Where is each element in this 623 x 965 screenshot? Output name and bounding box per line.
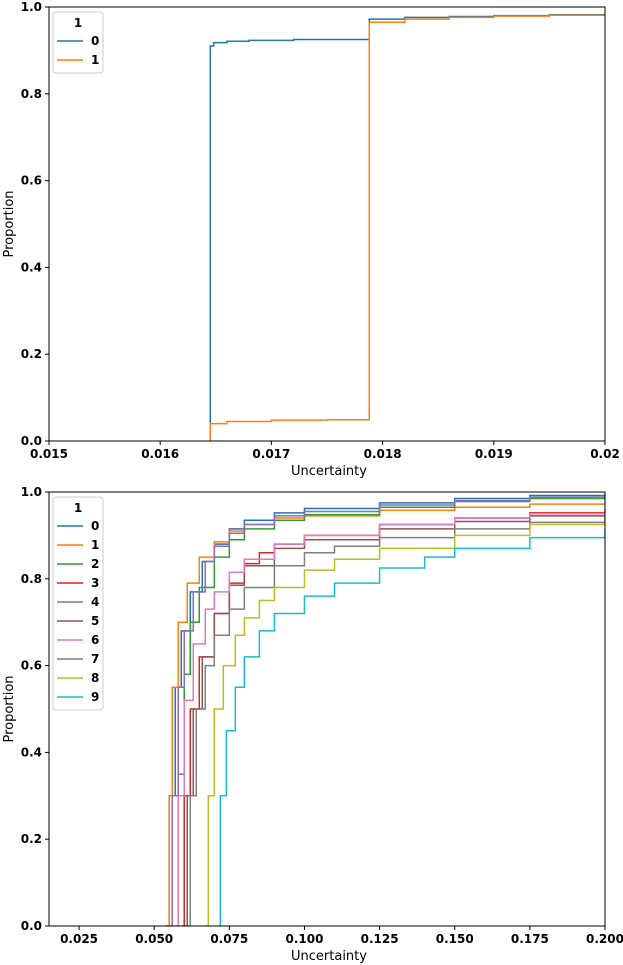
series-line-5 bbox=[184, 511, 605, 926]
x-tick-label: 0.175 bbox=[511, 932, 549, 946]
y-tick-label: 0.6 bbox=[21, 174, 42, 188]
legend-label-5: 5 bbox=[91, 614, 99, 628]
y-tick-label: 0.4 bbox=[21, 260, 42, 274]
legend-label-0: 0 bbox=[91, 34, 99, 48]
legend-label-4: 4 bbox=[91, 595, 99, 609]
legend-label-2: 2 bbox=[91, 557, 99, 571]
series-line-1 bbox=[209, 14, 605, 441]
y-axis-label: Proportion bbox=[2, 675, 17, 742]
legend-label-7: 7 bbox=[91, 652, 99, 666]
series-group bbox=[166, 494, 605, 926]
x-tick-label: 0.02 bbox=[590, 447, 620, 461]
legend: 101 bbox=[52, 11, 104, 74]
series-line-4 bbox=[169, 495, 605, 926]
y-tick-label: 0.8 bbox=[21, 572, 42, 586]
x-tick-label: 0.050 bbox=[135, 932, 173, 946]
y-tick-label: 0.4 bbox=[21, 745, 42, 759]
y-tick-label: 1.0 bbox=[21, 0, 42, 14]
series-line-0 bbox=[209, 14, 605, 441]
legend-label-8: 8 bbox=[91, 671, 99, 685]
x-tick-label: 0.075 bbox=[210, 932, 248, 946]
y-tick-label: 0.2 bbox=[21, 832, 42, 846]
plot-frame bbox=[48, 6, 606, 442]
x-tick-label: 0.125 bbox=[361, 932, 399, 946]
series-line-8 bbox=[205, 518, 605, 926]
legend-title: 1 bbox=[74, 501, 82, 515]
y-tick-label: 0.8 bbox=[21, 87, 42, 101]
x-tick-label: 0.018 bbox=[364, 447, 402, 461]
series-line-7 bbox=[187, 518, 605, 926]
x-tick-label: 0.016 bbox=[141, 447, 179, 461]
y-axis-label: Proportion bbox=[2, 190, 17, 257]
x-tick-label: 0.015 bbox=[30, 447, 68, 461]
x-tick-label: 0.019 bbox=[475, 447, 513, 461]
legend-label-6: 6 bbox=[91, 633, 99, 647]
legend-label-0: 0 bbox=[91, 519, 99, 533]
x-tick-label: 0.150 bbox=[436, 932, 474, 946]
x-axis-label: Uncertainty bbox=[291, 464, 367, 479]
series-group bbox=[209, 14, 605, 441]
legend-label-9: 9 bbox=[91, 690, 99, 704]
x-tick-label: 0.200 bbox=[586, 932, 623, 946]
series-line-1 bbox=[166, 501, 605, 926]
plot-frame bbox=[48, 491, 606, 927]
x-axis-label: Uncertainty bbox=[291, 949, 367, 964]
series-line-2 bbox=[175, 496, 605, 926]
y-tick-label: 0.2 bbox=[21, 347, 42, 361]
y-tick-label: 0.0 bbox=[21, 434, 42, 448]
legend-label-1: 1 bbox=[91, 53, 99, 67]
x-tick-label: 0.100 bbox=[285, 932, 323, 946]
series-line-0 bbox=[166, 494, 605, 926]
legend-box bbox=[52, 11, 104, 74]
chart-panel-0: 0.0 0.2 0.4 0.6 0.8 1.0 0.015 0.016 0.017 0.018 0.… bbox=[2, 0, 620, 479]
y-tick-label: 1.0 bbox=[21, 485, 42, 499]
series-line-6 bbox=[175, 510, 605, 926]
legend-label-1: 1 bbox=[91, 538, 99, 552]
legend-label-3: 3 bbox=[91, 576, 99, 590]
series-line-9 bbox=[217, 528, 605, 926]
x-tick-label: 0.025 bbox=[60, 932, 98, 946]
legend-box bbox=[52, 496, 104, 711]
x-tick-label: 0.017 bbox=[252, 447, 290, 461]
y-tick-label: 0.6 bbox=[21, 659, 42, 673]
y-tick-label: 0.0 bbox=[21, 919, 42, 933]
chart-panel-1: 0.0 0.2 0.4 0.6 0.8 1.0 0.025 0.050 0.075 0.100 0.… bbox=[2, 485, 623, 964]
legend-title: 1 bbox=[74, 16, 82, 30]
